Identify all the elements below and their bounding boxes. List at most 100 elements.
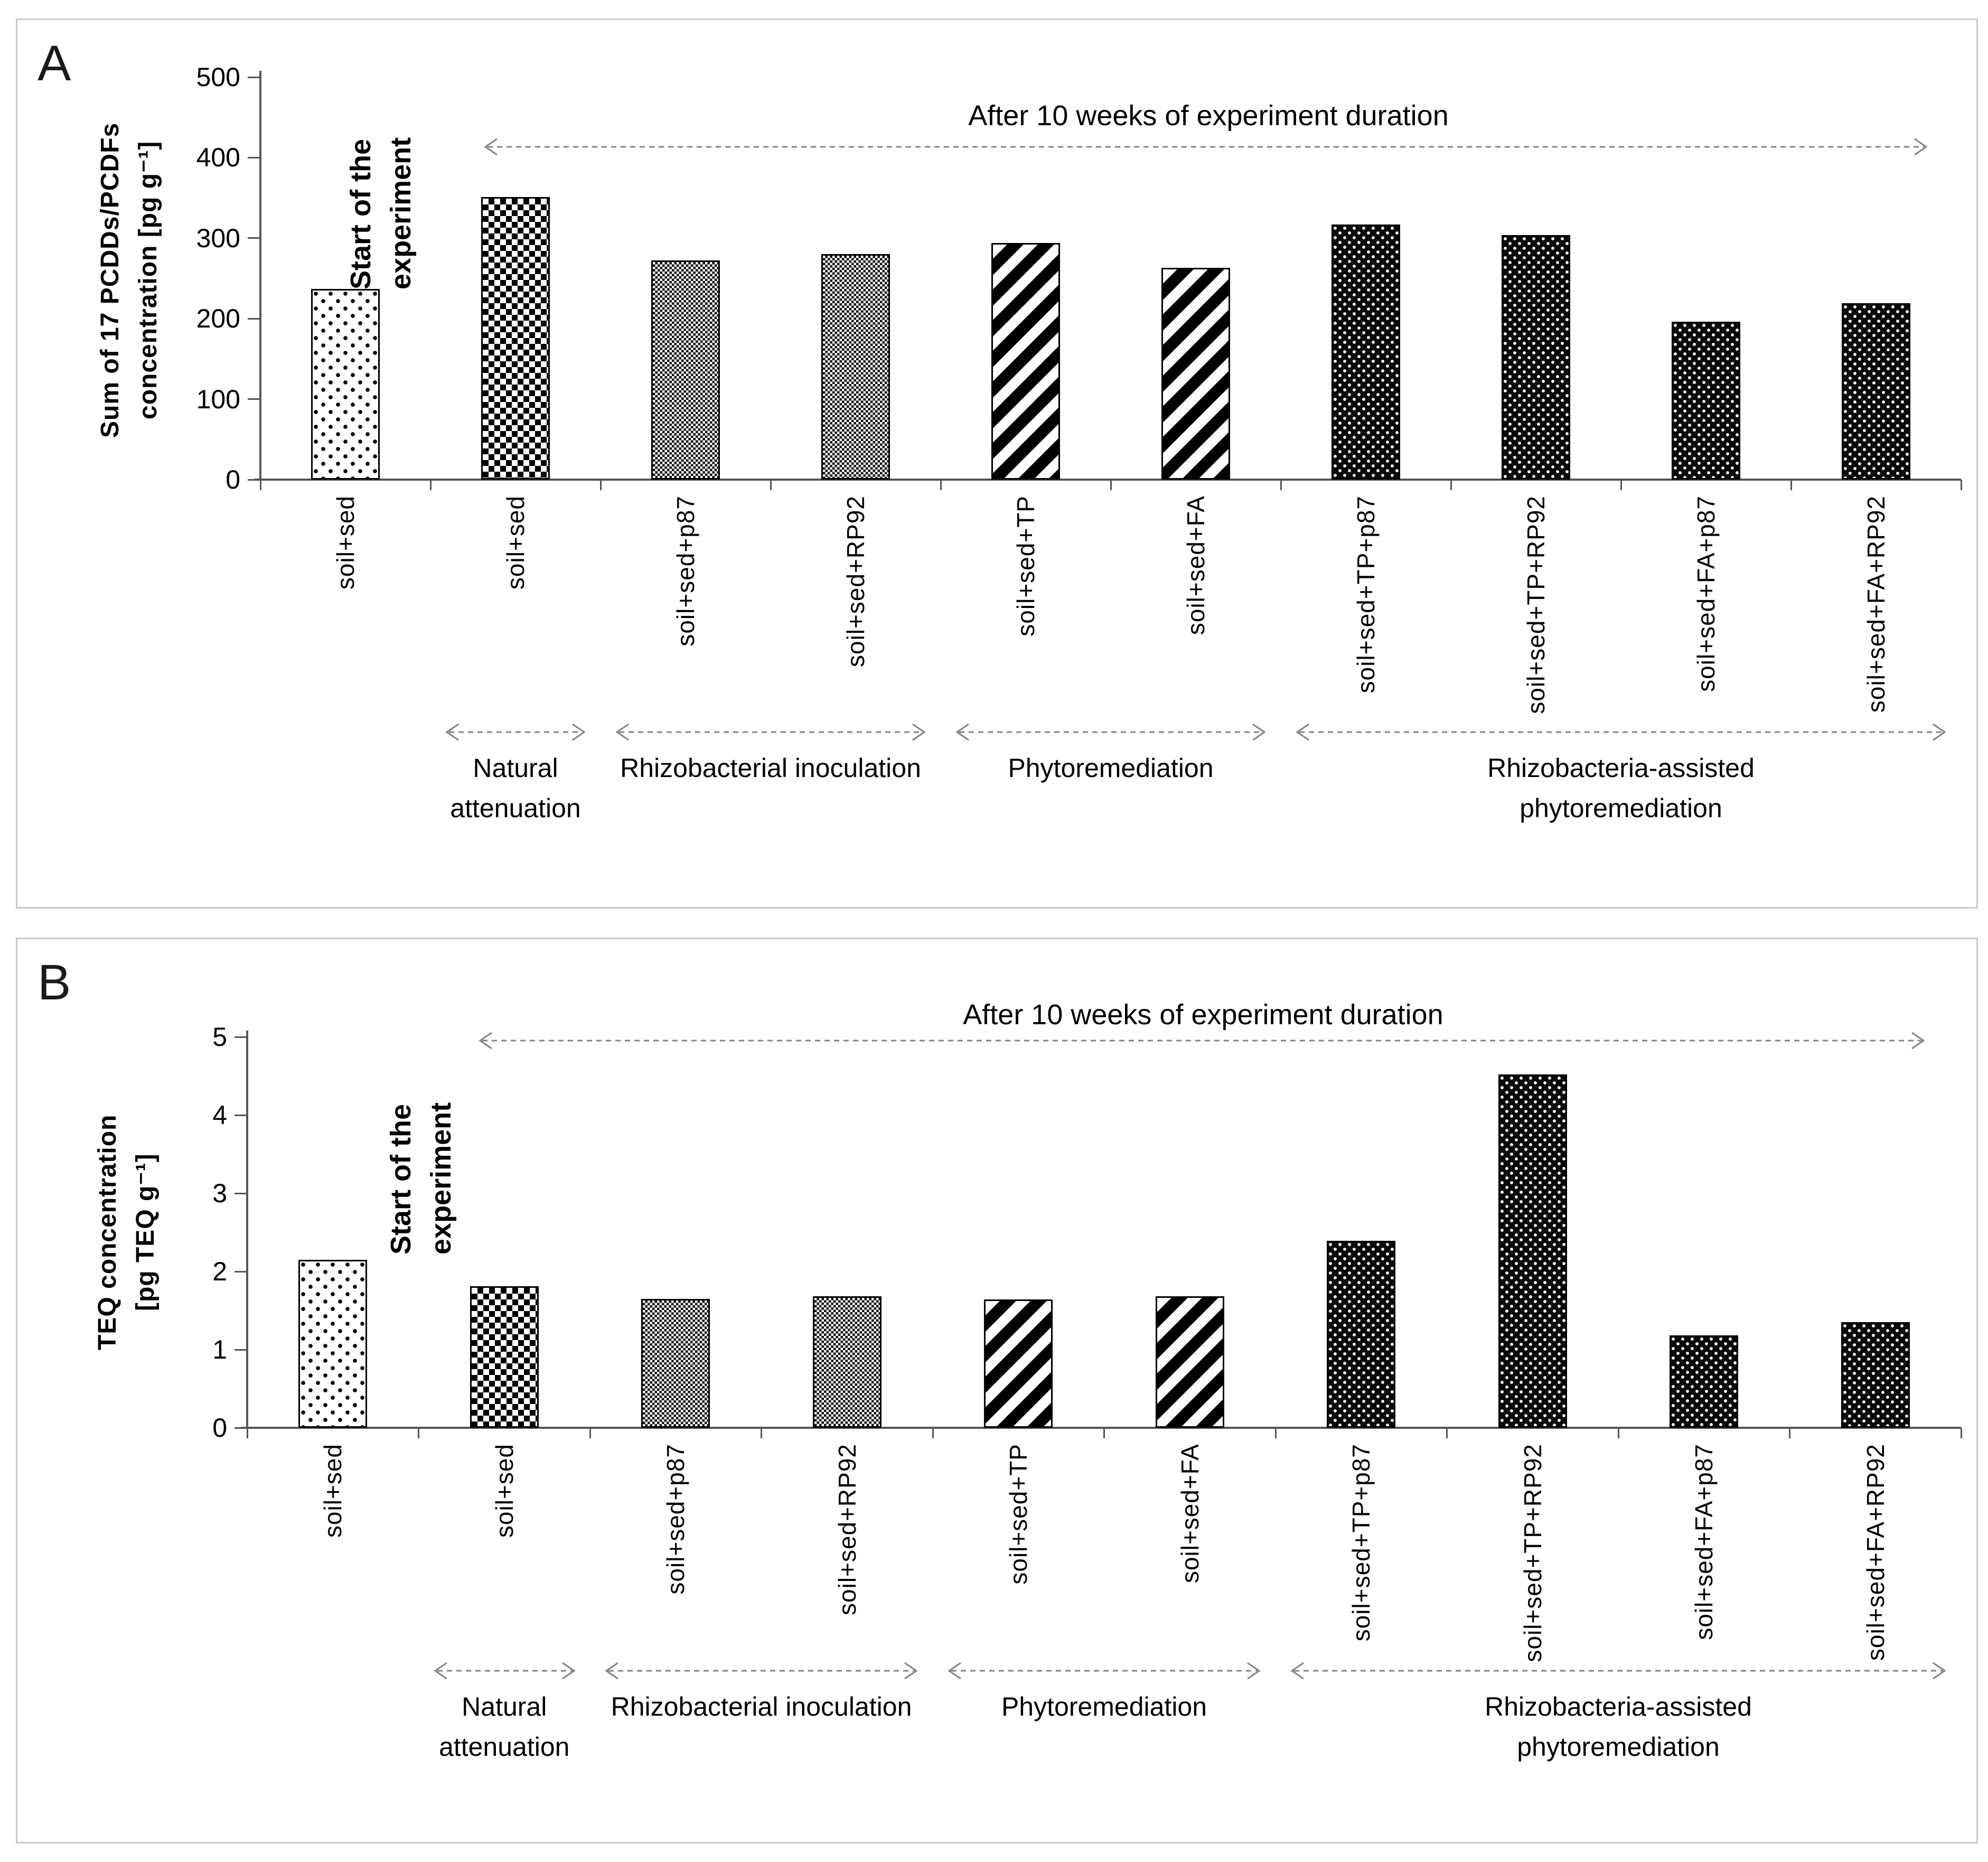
bar-4-soil+sed+TP	[984, 1299, 1053, 1428]
x-tick	[1110, 480, 1112, 490]
x-tick	[761, 1428, 762, 1438]
x-tick-label: soil+sed	[319, 1444, 347, 1538]
y-axis-label-a: Sum of 17 PCDDs/PCDFs concentration [pg …	[96, 122, 162, 438]
duration-arrow-svg	[479, 1032, 1925, 1050]
y-tick-label: 500	[196, 62, 240, 92]
bar-8-soil+sed+FA+p87	[1670, 1335, 1739, 1428]
group-arrow	[614, 722, 927, 742]
x-tick-label: soil+sed+TP+p87	[1347, 1444, 1375, 1642]
x-tick-label: soil+sed+FA	[1182, 495, 1209, 635]
group-arrow	[946, 1661, 1262, 1681]
y-tick	[235, 1427, 246, 1429]
y-axis-line	[259, 71, 261, 480]
group-label: Rhizobacterial inoculation	[620, 753, 921, 783]
y-tick	[248, 398, 259, 400]
x-tick	[940, 480, 942, 490]
y-tick	[248, 237, 259, 239]
x-tick	[599, 480, 602, 490]
x-tick-label: soil+sed+FA	[1176, 1444, 1204, 1584]
x-tick	[1790, 480, 1792, 490]
group-arrow	[444, 722, 587, 742]
group-arrow-svg	[605, 1662, 918, 1680]
group-arrow	[603, 1661, 920, 1681]
bar-6-soil+sed+TP+p87	[1327, 1241, 1396, 1428]
group-label: Natural attenuation	[450, 753, 581, 823]
bar-2-soil+sed+p87	[651, 260, 720, 480]
bar-9-soil+sed+FA+RP92	[1841, 1322, 1910, 1428]
y-tick-label: 100	[196, 384, 240, 414]
x-tick-label: soil+sed+FA+RP92	[1862, 495, 1890, 713]
x-tick	[1789, 1428, 1790, 1438]
y-tick	[235, 1270, 246, 1272]
y-tick-label: 0	[212, 1413, 227, 1443]
duration-arrow	[482, 137, 1929, 157]
group-arrow-svg	[1296, 723, 1946, 741]
x-tick-label: soil+sed+RP92	[833, 1444, 861, 1615]
x-axis-line	[241, 1427, 1961, 1429]
y-tick-label: 400	[196, 143, 240, 173]
x-tick-label: soil+sed+p87	[672, 495, 699, 647]
y-tick-label: 1	[212, 1335, 227, 1364]
bar-0-soil+sed	[298, 1260, 368, 1428]
y-tick-label: 3	[212, 1178, 227, 1208]
chart-title-b: After 10 weeks of experiment duration	[963, 999, 1443, 1031]
y-tick-label: 4	[212, 1100, 227, 1130]
group-label: Rhizobacteria-assisted phytoremediation	[1487, 753, 1755, 823]
x-tick-label: soil+sed+TP+RP92	[1522, 495, 1550, 714]
bar-1-soil+sed	[470, 1286, 539, 1428]
group-arrow-svg	[948, 1662, 1261, 1680]
x-tick	[259, 480, 261, 490]
y-tick	[248, 76, 259, 78]
x-tick	[1617, 1428, 1619, 1438]
x-tick-label: soil+sed+FA+RP92	[1861, 1444, 1889, 1661]
x-tick	[1103, 1428, 1105, 1438]
bar-0-soil+sed	[311, 289, 380, 480]
bar-7-soil+sed+TP+RP92	[1502, 235, 1570, 480]
x-tick-label: soil+sed	[490, 1444, 518, 1538]
group-arrow-svg	[955, 723, 1266, 741]
x-tick-label: soil+sed+FA+p87	[1692, 495, 1720, 692]
group-arrow	[1289, 1661, 1948, 1681]
duration-arrow	[477, 1031, 1927, 1051]
x-tick-label: soil+sed+TP	[1012, 495, 1039, 637]
x-axis-line	[254, 479, 1961, 481]
x-tick-label: soil+sed+RP92	[842, 495, 869, 667]
y-tick	[235, 1114, 246, 1116]
x-tick	[418, 1428, 419, 1438]
x-tick	[589, 1428, 591, 1438]
bar-8-soil+sed+FA+p87	[1672, 322, 1740, 480]
group-arrow-svg	[433, 1662, 576, 1680]
x-tick	[770, 480, 772, 490]
group-label: Phytoremediation	[1008, 753, 1214, 783]
start-annotation-b: Start of the experiment	[385, 1102, 457, 1255]
y-tick	[235, 1349, 246, 1351]
bar-3-soil+sed+RP92	[812, 1296, 882, 1428]
y-axis-line	[246, 1031, 248, 1428]
x-tick	[1446, 1428, 1448, 1438]
bar-5-soil+sed+FA	[1161, 268, 1230, 480]
panel-b: B TEQ concentration [pg TEQ g⁻¹] After 1…	[16, 938, 1978, 1844]
x-tick-label: soil+sed+p87	[662, 1444, 690, 1595]
group-arrow-svg	[445, 723, 586, 741]
y-tick	[248, 156, 259, 158]
x-tick	[1274, 1428, 1277, 1438]
y-tick	[235, 1036, 246, 1038]
x-tick-label: soil+sed+TP	[1005, 1444, 1033, 1585]
group-label: Rhizobacteria-assisted phytoremediation	[1485, 1692, 1752, 1762]
y-tick-label: 5	[212, 1022, 227, 1052]
start-annotation-a: Start of the experiment	[345, 137, 417, 289]
bar-7-soil+sed+TP+RP92	[1498, 1074, 1567, 1428]
x-tick-label: soil+sed	[332, 495, 359, 590]
y-tick	[235, 1192, 246, 1194]
x-tick	[1450, 480, 1452, 490]
y-tick-label: 2	[212, 1257, 227, 1286]
x-tick	[932, 1428, 934, 1438]
group-label: Rhizobacterial inoculation	[611, 1692, 912, 1721]
x-tick-label: soil+sed+TP+p87	[1352, 495, 1380, 694]
group-arrow	[954, 722, 1268, 742]
x-tick-label: soil+sed+FA+p87	[1690, 1444, 1718, 1640]
x-tick-label: soil+sed+TP+RP92	[1518, 1444, 1546, 1662]
bar-1-soil+sed	[481, 197, 550, 480]
chart-title-a: After 10 weeks of experiment duration	[968, 100, 1449, 132]
